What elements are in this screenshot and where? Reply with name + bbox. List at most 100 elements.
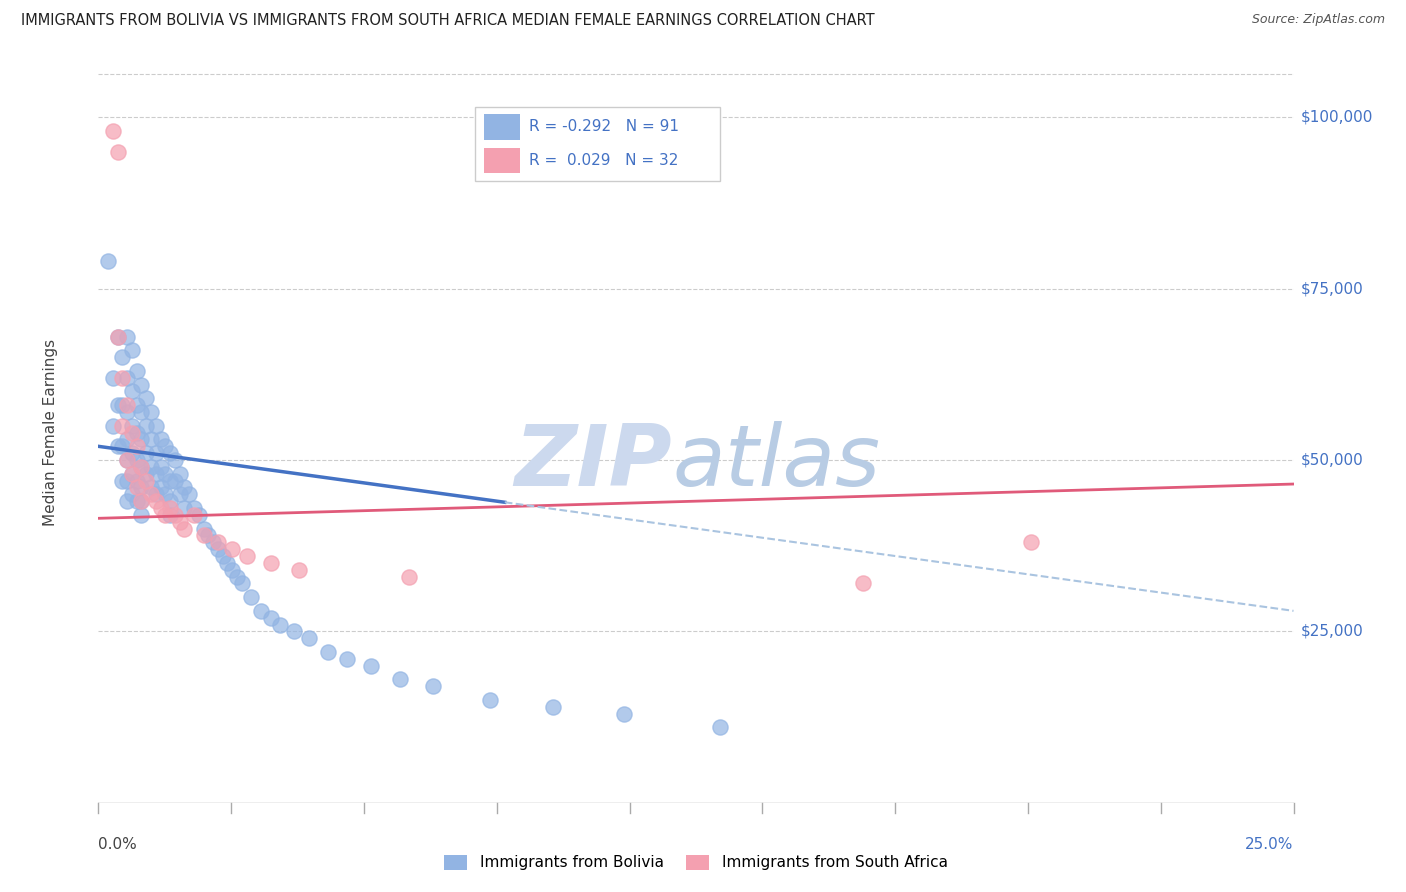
Point [135, 474, 157, 488]
Point [398, 569, 420, 583]
Legend: Immigrants from Bolivia, Immigrants from South Africa: Immigrants from Bolivia, Immigrants from… [439, 848, 953, 877]
Point [139, 433, 162, 447]
Point [145, 418, 167, 433]
Point [115, 453, 138, 467]
Point [269, 617, 291, 632]
Point [1019, 535, 1042, 549]
Point [125, 439, 148, 453]
Point [121, 487, 143, 501]
FancyBboxPatch shape [475, 107, 720, 181]
Point [159, 446, 181, 460]
Point [125, 480, 148, 494]
Point [111, 371, 134, 385]
Point [131, 459, 153, 474]
Point [135, 392, 157, 406]
Point [173, 522, 195, 536]
Point [107, 398, 129, 412]
Point [283, 624, 305, 639]
Point [183, 501, 205, 516]
Point [121, 467, 143, 481]
Point [115, 433, 138, 447]
Point [221, 563, 243, 577]
Point [159, 494, 181, 508]
Point [131, 494, 153, 508]
Point [479, 693, 502, 707]
Point [131, 494, 153, 508]
Point [202, 535, 225, 549]
Text: $100,000: $100,000 [1301, 110, 1372, 125]
Point [131, 459, 153, 474]
Point [149, 459, 172, 474]
Point [211, 549, 233, 563]
Point [115, 371, 138, 385]
Text: $50,000: $50,000 [1301, 452, 1364, 467]
Text: IMMIGRANTS FROM BOLIVIA VS IMMIGRANTS FROM SOUTH AFRICA MEDIAN FEMALE EARNINGS C: IMMIGRANTS FROM BOLIVIA VS IMMIGRANTS FR… [21, 13, 875, 29]
Point [125, 398, 148, 412]
Point [145, 494, 167, 508]
Point [207, 535, 229, 549]
Point [240, 590, 263, 604]
Text: R =  0.029   N = 32: R = 0.029 N = 32 [529, 153, 678, 168]
Point [145, 487, 167, 501]
Point [115, 474, 138, 488]
Text: atlas: atlas [672, 421, 880, 504]
Point [541, 699, 564, 714]
Point [852, 576, 875, 591]
Point [111, 474, 134, 488]
Point [155, 439, 177, 453]
Point [125, 494, 148, 508]
Point [111, 398, 134, 412]
Point [159, 501, 181, 516]
Point [135, 467, 157, 481]
Point [336, 652, 359, 666]
Point [155, 467, 177, 481]
Point [111, 350, 134, 364]
Point [183, 508, 205, 522]
FancyBboxPatch shape [485, 114, 520, 140]
Text: ZIP: ZIP [515, 421, 672, 504]
Point [115, 398, 138, 412]
Point [115, 405, 138, 419]
Text: Source: ZipAtlas.com: Source: ZipAtlas.com [1251, 13, 1385, 27]
Point [217, 556, 239, 570]
Point [107, 145, 129, 159]
Point [259, 556, 281, 570]
Point [259, 610, 281, 624]
Point [226, 569, 249, 583]
Point [131, 377, 153, 392]
Point [101, 418, 124, 433]
FancyBboxPatch shape [485, 147, 520, 173]
Point [121, 418, 143, 433]
Point [139, 487, 162, 501]
Point [159, 474, 181, 488]
Point [288, 563, 311, 577]
Point [159, 508, 181, 522]
Point [125, 453, 148, 467]
Point [125, 364, 148, 378]
Point [231, 576, 253, 591]
Point [139, 405, 162, 419]
Point [121, 467, 143, 481]
Text: $25,000: $25,000 [1301, 624, 1364, 639]
Point [193, 528, 215, 542]
Point [115, 329, 138, 343]
Point [131, 405, 153, 419]
Point [298, 632, 321, 646]
Point [115, 494, 138, 508]
Text: R = -0.292   N = 91: R = -0.292 N = 91 [529, 120, 679, 135]
Point [163, 508, 186, 522]
Point [131, 480, 153, 494]
Point [101, 371, 124, 385]
Point [197, 528, 219, 542]
Point [169, 467, 191, 481]
Point [235, 549, 257, 563]
Point [169, 515, 191, 529]
Point [139, 480, 162, 494]
Point [613, 706, 636, 721]
Point [145, 467, 167, 481]
Point [149, 433, 172, 447]
Point [360, 658, 382, 673]
Point [316, 645, 339, 659]
Text: $75,000: $75,000 [1301, 281, 1364, 296]
Point [169, 487, 191, 501]
